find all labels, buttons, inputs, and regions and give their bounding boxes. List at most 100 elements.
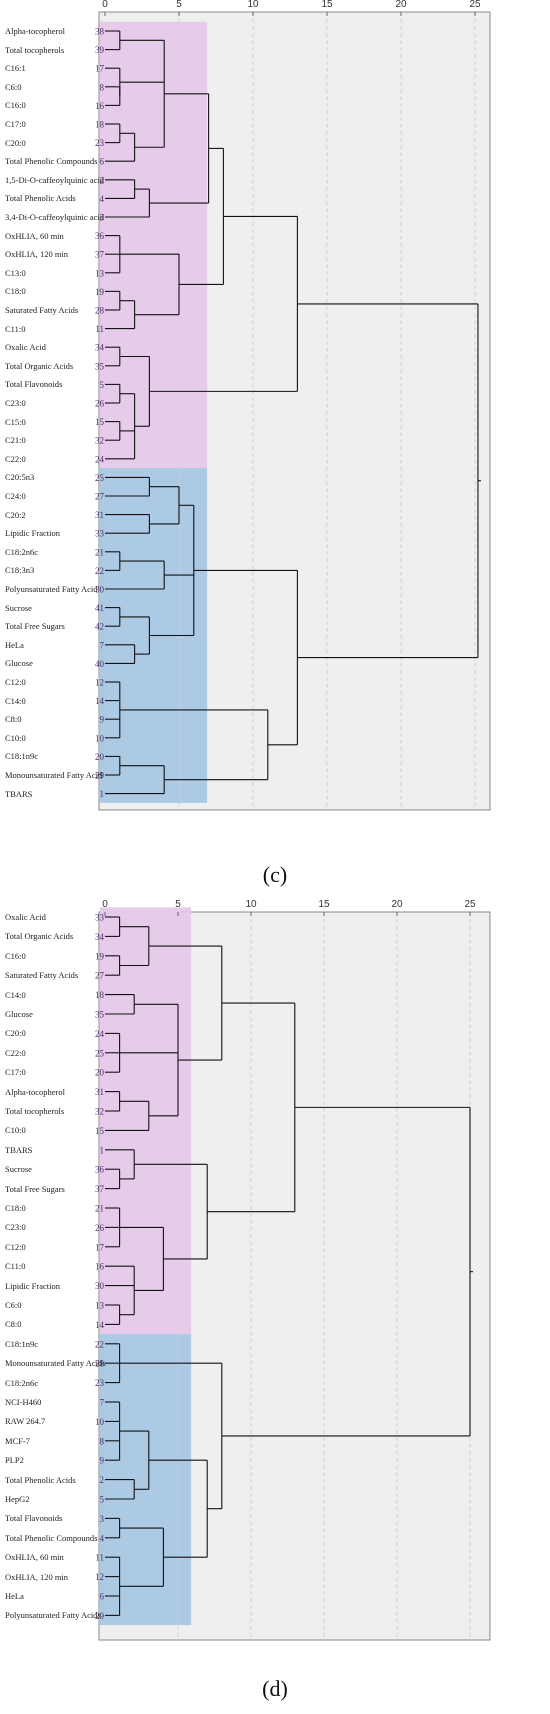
panel-c-caption: (c) <box>262 862 288 887</box>
variable-label: C21:0 <box>5 435 26 446</box>
case-number: 7 <box>100 1398 105 1408</box>
case-number: 26 <box>95 1223 105 1233</box>
variable-label: Saturated Fatty Acids <box>5 970 79 981</box>
case-number: 8 <box>100 82 105 92</box>
variable-label: C11:0 <box>5 323 26 334</box>
variable-label: C18:1n9c <box>5 751 39 762</box>
variable-label: TBARS <box>5 788 33 799</box>
variable-label: HeLa <box>5 1591 24 1601</box>
case-number: 16 <box>95 101 105 111</box>
axis-tick-label: 20 <box>395 0 407 10</box>
case-number: 3 <box>100 1514 105 1524</box>
case-number: 21 <box>95 1204 104 1214</box>
case-number: 26 <box>95 399 105 409</box>
variable-label: Lipidic Fraction <box>5 1280 61 1291</box>
case-number: 20 <box>95 752 105 762</box>
variable-label: Total Organic Acids <box>5 360 74 371</box>
axis-tick-label: 15 <box>321 0 333 10</box>
variable-label: Monounsaturated Fatty Acid <box>5 770 103 780</box>
variable-label: Total tocopherols <box>5 44 65 55</box>
variable-label: Alpha-tocopherol <box>5 1086 65 1097</box>
variable-label: Saturated Fatty Acids <box>5 305 79 315</box>
case-number: 10 <box>95 733 105 743</box>
axis-tick-label: 25 <box>464 899 476 910</box>
dendrogram-c-plot: 0 5 10 15 20 25383917816182362433637131928113… <box>95 0 491 811</box>
case-number: 6 <box>100 157 105 167</box>
case-number: 32 <box>95 1107 104 1117</box>
case-number: 18 <box>95 990 105 1000</box>
variable-label: C20:0 <box>5 137 26 148</box>
variable-label: PLP2 <box>5 1455 24 1466</box>
variable-label: C20:2 <box>5 509 26 520</box>
case-number: 2 <box>100 1475 105 1485</box>
variable-label: Total Phenolic Compounds <box>5 1532 98 1543</box>
case-number: 18 <box>95 120 105 130</box>
variable-label: C10:0 <box>5 732 26 743</box>
variable-label: Total Free Sugars <box>5 1183 65 1194</box>
case-number: 24 <box>95 454 105 464</box>
variable-label: 1,5-Di-O-caffeoylquinic acid <box>5 174 104 185</box>
case-number: 1 <box>100 789 105 799</box>
case-number: 6 <box>100 1592 105 1602</box>
variable-label: C18:1n9c <box>5 1338 39 1349</box>
case-number: 14 <box>95 1320 105 1330</box>
variable-label: Glucose <box>5 1009 33 1019</box>
variable-label: C16:0 <box>5 100 26 111</box>
case-number: 5 <box>100 380 105 390</box>
variable-label: Total tocopherols <box>5 1106 65 1116</box>
variable-label: 3,4-Di-O-caffeoylquinic acid <box>5 212 104 222</box>
variable-label: C24:0 <box>5 491 26 501</box>
case-number: 25 <box>95 473 105 483</box>
case-number: 9 <box>100 715 105 725</box>
case-number: 30 <box>95 1281 105 1291</box>
case-number: 28 <box>95 1359 105 1369</box>
case-number: 29 <box>95 1611 105 1621</box>
case-number: 13 <box>95 1301 105 1311</box>
axis-tick-label: 10 <box>245 899 257 910</box>
variable-label: NCI-H460 <box>5 1397 42 1407</box>
variable-label: C22:0 <box>5 453 26 464</box>
variable-label: Lipidic Fraction <box>5 528 61 539</box>
variable-label: Total Phenolic Acids <box>5 1474 76 1485</box>
case-number: 34 <box>95 343 105 353</box>
variable-label: Polyunsaturated Fatty Acids <box>5 1610 101 1621</box>
variable-label: HeLa <box>5 639 24 650</box>
variable-label: C14:0 <box>5 695 26 706</box>
case-number: 22 <box>95 1339 104 1349</box>
cluster-band-1 <box>100 21 208 469</box>
dendrogram-d-plot: 0 5 10 15 20 25333419271835242520313215136372… <box>95 899 491 1641</box>
case-number: 35 <box>95 1010 105 1020</box>
variable-label: Sucrose <box>5 602 32 613</box>
case-number: 23 <box>95 1378 105 1388</box>
axis-tick-label: 10 <box>247 0 259 10</box>
variable-label: Sucrose <box>5 1164 32 1175</box>
case-number: 15 <box>95 1126 105 1136</box>
case-number: 31 <box>95 1087 104 1097</box>
axis-tick-label: 20 <box>391 899 403 910</box>
case-number: 22 <box>95 566 104 576</box>
case-number: 1 <box>100 1145 105 1155</box>
variable-label: Polyunsaturated Fatty Acid <box>5 584 98 594</box>
variable-label: C15:0 <box>5 416 26 427</box>
variable-label: C18:2n6c <box>5 1377 39 1388</box>
case-number: 12 <box>95 1572 104 1582</box>
case-number: 27 <box>95 971 105 981</box>
variable-label: C17:0 <box>5 119 26 129</box>
case-number: 36 <box>95 1165 105 1175</box>
variable-label: OxHLIA, 60 min <box>5 1552 64 1563</box>
variable-label: C12:0 <box>5 677 26 687</box>
case-number: 8 <box>100 1436 105 1446</box>
case-number: 9 <box>100 1456 105 1466</box>
case-number: 7 <box>100 640 105 650</box>
variable-label: MCF-7 <box>5 1435 31 1446</box>
case-number: 38 <box>95 27 105 37</box>
case-number: 33 <box>95 913 105 923</box>
variable-label: C18:2n6c <box>5 546 39 557</box>
case-number: 25 <box>95 1048 105 1058</box>
variable-label: Total Organic Acids <box>5 931 74 942</box>
case-number: 31 <box>95 510 104 520</box>
panel-d-caption: (d) <box>262 1676 288 1701</box>
variable-label: TBARS <box>5 1144 33 1155</box>
case-number: 2 <box>100 175 105 185</box>
case-number: 13 <box>95 268 105 278</box>
